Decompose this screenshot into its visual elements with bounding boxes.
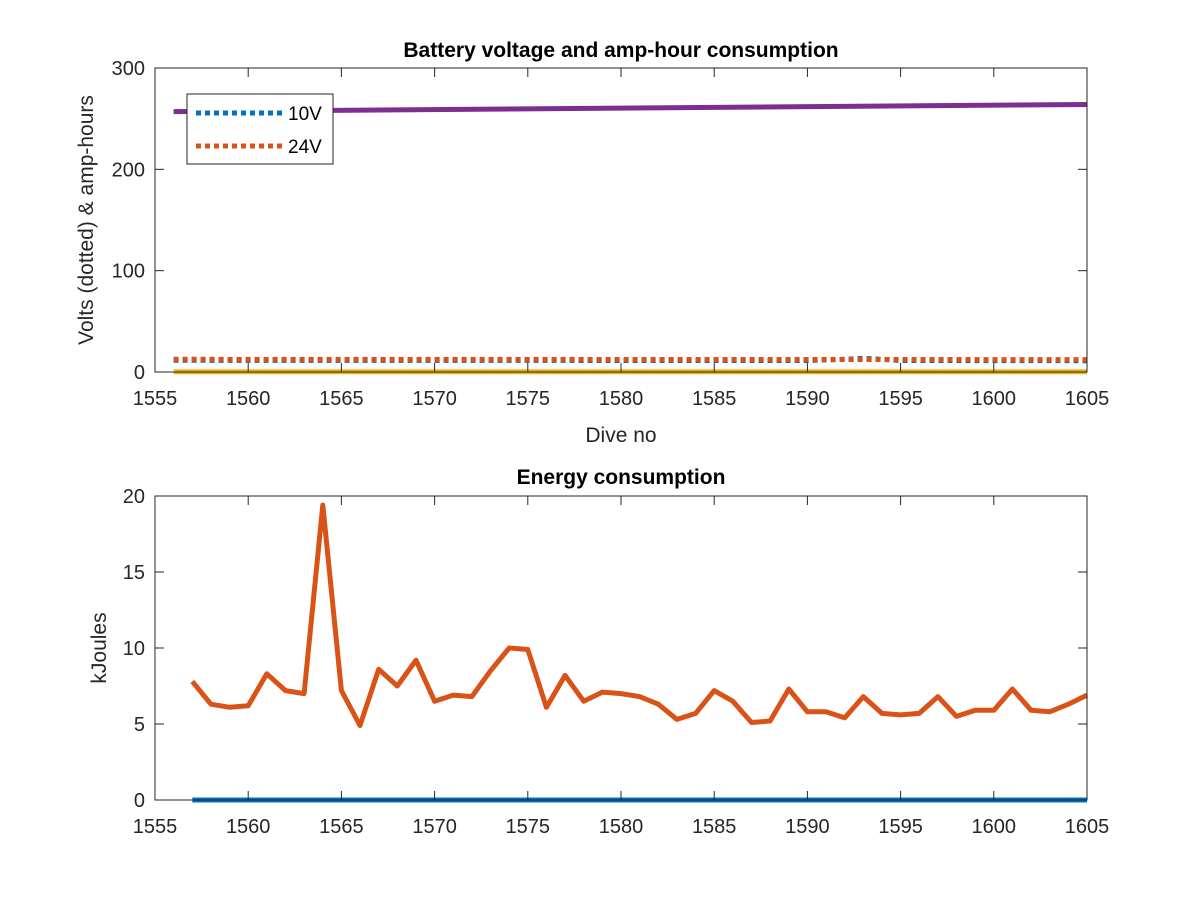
voltage-chart-ytick-label: 100 xyxy=(112,261,145,283)
energy-chart-xtick-label: 1600 xyxy=(972,816,1017,838)
legend-label-24v: 24V xyxy=(288,137,322,158)
legend-box xyxy=(186,93,334,165)
energy-chart-xtick-label: 1575 xyxy=(506,816,551,838)
energy-chart-ytick-label: 0 xyxy=(134,790,145,812)
voltage-chart-xtick-label: 1555 xyxy=(133,388,178,410)
voltage-chart-ylabel: Volts (dotted) & amp-hours xyxy=(75,95,98,345)
energy-chart-xtick-label: 1595 xyxy=(878,816,923,838)
energy-chart-xtick-label: 1605 xyxy=(1065,816,1110,838)
voltage-chart-title: Battery voltage and amp-hour consumption xyxy=(403,39,838,62)
energy-chart: Energy consumption kJoules 1555 1560 1565 1… xyxy=(88,466,1109,838)
voltage-chart-xtick-label: 1595 xyxy=(878,388,923,410)
energy-chart-xtick-label: 1555 xyxy=(133,816,178,838)
voltage-chart-ytick-label: 300 xyxy=(112,58,145,80)
voltage-chart-ytick-label: 0 xyxy=(134,362,145,384)
voltage-chart-xtick-label: 1575 xyxy=(506,388,551,410)
voltage-chart-xtick-label: 1590 xyxy=(785,388,830,410)
voltage-chart-xtick-label: 1585 xyxy=(692,388,737,410)
voltage-chart-legend: 10V 24V xyxy=(186,93,334,165)
energy-chart-xtick-label: 1560 xyxy=(226,816,271,838)
voltage-chart-xtick-label: 1605 xyxy=(1065,388,1110,410)
voltage-chart-xtick-label: 1600 xyxy=(972,388,1017,410)
energy-chart-ytick-label: 15 xyxy=(123,562,145,584)
energy-chart-ytick-label: 10 xyxy=(123,638,145,660)
energy-chart-xtick-label: 1565 xyxy=(319,816,364,838)
energy-chart-plot-area: 1555 1560 1565 1570 1575 1580 1585 1590 1595 1600… xyxy=(123,486,1110,838)
energy-chart-ytick-label: 5 xyxy=(134,714,145,736)
energy-chart-ylabel: kJoules xyxy=(88,612,111,683)
energy-chart-xtick-label: 1590 xyxy=(785,816,830,838)
voltage-chart-xlabel: Dive no xyxy=(585,424,656,447)
voltage-chart-xtick-label: 1580 xyxy=(599,388,644,410)
voltage-chart-xtick-label: 1560 xyxy=(226,388,271,410)
energy-chart-xtick-label: 1585 xyxy=(692,816,737,838)
voltage-chart-ytick-label: 200 xyxy=(112,159,145,181)
energy-chart-title: Energy consumption xyxy=(517,466,726,489)
voltage-chart-xtick-label: 1570 xyxy=(412,388,457,410)
voltage-chart: Battery voltage and amp-hour consumption… xyxy=(75,39,1109,447)
energy-chart-series-1-line xyxy=(190,502,1089,728)
energy-chart-ytick-label: 20 xyxy=(123,486,145,508)
legend-label-10v: 10V xyxy=(288,104,322,125)
energy-chart-xtick-label: 1570 xyxy=(412,816,457,838)
voltage-chart-xtick-label: 1565 xyxy=(319,388,364,410)
energy-chart-xtick-label: 1580 xyxy=(599,816,644,838)
